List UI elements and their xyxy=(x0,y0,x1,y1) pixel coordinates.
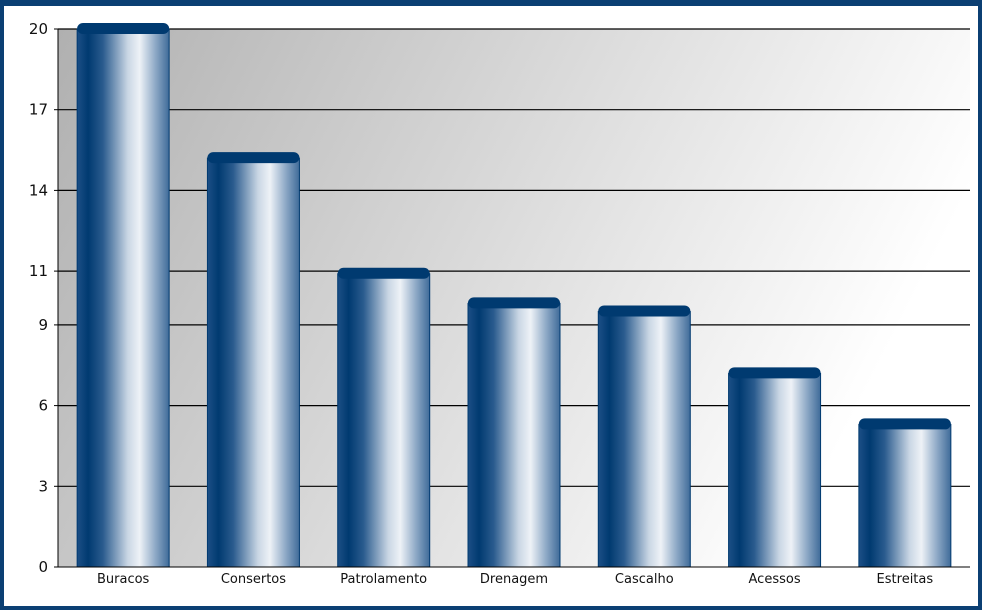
bar-estreitas xyxy=(858,418,952,568)
bar-body xyxy=(858,423,952,568)
x-tick-label: Acessos xyxy=(749,572,801,587)
y-tick-label: 11 xyxy=(29,262,48,280)
x-tick-label: Drenagem xyxy=(480,572,548,587)
y-tick-label: 17 xyxy=(29,101,48,119)
y-tick-label: 9 xyxy=(38,316,48,334)
bar-cap xyxy=(207,152,300,164)
x-tick-label: Buracos xyxy=(97,572,150,587)
bar-body xyxy=(337,273,431,568)
bar-cap xyxy=(598,305,691,317)
bar-cascalho xyxy=(597,305,691,568)
x-tick-label: Consertos xyxy=(221,572,286,587)
bar-body xyxy=(467,302,561,568)
x-axis-labels: Buracos Consertos Patrolamento Drenagem Casc… xyxy=(97,572,933,587)
bar-cap xyxy=(728,367,821,379)
bar-drenagem xyxy=(467,297,561,568)
bars xyxy=(76,23,952,568)
x-tick-label: Estreitas xyxy=(877,572,934,587)
y-tick-label: 6 xyxy=(38,397,48,415)
bar-body xyxy=(76,28,170,568)
y-axis-ticks: 0 3 6 9 11 14 17 20 xyxy=(29,20,48,576)
bar-acessos xyxy=(728,367,822,568)
bar-buracos xyxy=(76,23,170,568)
bar-body xyxy=(728,372,822,568)
bar-body xyxy=(206,157,300,568)
y-tick-label: 14 xyxy=(29,181,48,199)
bar-patrolamento xyxy=(337,267,431,568)
bar-cap xyxy=(77,23,170,34)
bar-consertos xyxy=(206,152,300,568)
bar-cap xyxy=(337,267,430,279)
bar-body xyxy=(597,310,691,568)
y-tick-label: 0 xyxy=(38,558,48,576)
x-tick-label: Cascalho xyxy=(615,572,674,587)
y-tick-label: 20 xyxy=(29,20,48,38)
x-tick-label: Patrolamento xyxy=(340,572,427,587)
bar-cap xyxy=(858,418,951,430)
y-tick-label: 3 xyxy=(38,477,48,495)
bar-cap xyxy=(468,297,560,309)
